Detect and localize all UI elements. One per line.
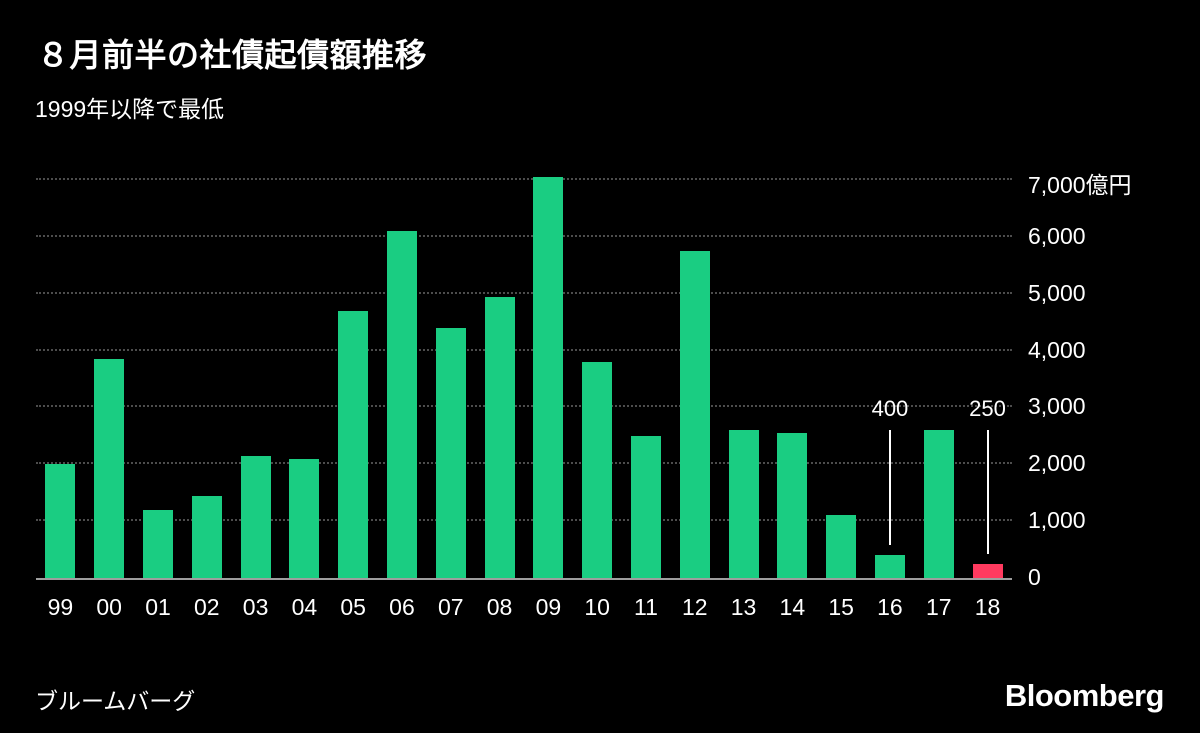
bar — [94, 359, 125, 578]
bar — [630, 435, 661, 578]
y-tick-label: 2,000 — [1028, 450, 1086, 477]
bar — [386, 231, 417, 578]
bar — [533, 177, 564, 578]
bar — [484, 296, 515, 578]
y-tick-label: 1,000 — [1028, 507, 1086, 534]
x-tick-label: 16 — [877, 594, 903, 620]
x-tick-label: 17 — [925, 594, 952, 620]
y-tick-label: 5,000 — [1028, 279, 1086, 306]
x-tick-label: 01 — [145, 594, 171, 620]
bar-slot — [182, 180, 231, 578]
x-tick-label: 03 — [242, 594, 269, 620]
bar — [240, 455, 271, 578]
bar — [289, 458, 320, 578]
bar — [874, 555, 905, 578]
bar-slot — [280, 180, 329, 578]
bar-slot — [134, 180, 183, 578]
y-axis-labels: 7,000億円 6,000 5,000 4,000 3,000 2,000 1,000 0 — [1028, 172, 1198, 590]
chart-title: ８月前半の社債起債額推移 — [37, 37, 428, 73]
x-tick-label: 02 — [193, 594, 220, 620]
bar-slot — [231, 180, 280, 578]
bar-slot — [475, 180, 524, 578]
x-tick-label: 12 — [681, 594, 708, 620]
bar-slot — [768, 180, 817, 578]
bar-slot — [329, 180, 378, 578]
bar-series: 400 250 — [36, 177, 1012, 578]
y-tick-label: 6,000 — [1028, 222, 1086, 249]
y-tick-label: 0 — [1028, 564, 1041, 590]
bar-slot — [573, 180, 622, 578]
bar — [191, 495, 222, 578]
gridline — [36, 178, 1012, 180]
x-tick-label: 14 — [779, 594, 806, 620]
x-tick-label: 07 — [437, 594, 464, 620]
bar-slot — [622, 180, 671, 578]
bar-slot — [85, 180, 134, 578]
x-tick-label: 00 — [96, 594, 122, 620]
bar — [582, 361, 613, 578]
x-tick-label: 99 — [47, 594, 74, 620]
bar-slot: 250 — [963, 180, 1012, 578]
gridline — [36, 462, 1012, 465]
x-tick-label: 05 — [340, 594, 366, 620]
bar — [435, 327, 466, 578]
gridline — [36, 348, 1012, 351]
y-tick-label: 3,000 — [1028, 393, 1086, 420]
gridline — [36, 291, 1012, 294]
annotation-line — [986, 430, 989, 554]
bar — [777, 433, 808, 578]
bar — [728, 430, 759, 578]
bar-highlighted — [972, 563, 1003, 578]
x-tick-label: 06 — [389, 594, 415, 620]
chart-subtitle: 1999年以降で最低 — [35, 96, 225, 122]
x-tick-label: 04 — [291, 594, 318, 620]
annotation-line — [888, 430, 891, 546]
x-tick-label: 15 — [828, 594, 854, 620]
bar-slot — [36, 180, 85, 578]
bar-slot — [426, 180, 475, 578]
bar-slot — [524, 177, 573, 578]
bar-slot — [378, 180, 427, 578]
bar — [45, 464, 76, 578]
gridline — [36, 519, 1012, 522]
x-tick-label: 08 — [486, 594, 513, 620]
bar-slot — [670, 180, 719, 578]
y-tick-label: 4,000 — [1028, 336, 1086, 363]
annotation-label: 250 — [969, 396, 1006, 421]
bar-slot — [817, 180, 866, 578]
bar — [923, 430, 954, 578]
x-tick-label: 18 — [974, 594, 1001, 620]
bloomberg-logo: Bloomberg — [1004, 678, 1165, 713]
bar-slot: 400 — [866, 180, 915, 578]
bar-slot — [719, 180, 768, 578]
x-tick-label: 13 — [730, 594, 757, 620]
bar — [679, 251, 710, 578]
gridline — [36, 234, 1012, 237]
bar — [826, 515, 857, 578]
x-axis-labels: 99 00 01 02 03 04 05 06 07 08 09 10 11 12 13 14 15 16 17 18 — [36, 594, 1012, 621]
y-tick-label: 7,000億円 — [1028, 172, 1132, 198]
x-tick-label: 11 — [634, 594, 658, 620]
annotation-label: 400 — [871, 396, 909, 421]
bar — [338, 310, 369, 578]
source-credit: ブルームバーグ — [35, 688, 196, 714]
plot-area: 400 250 — [36, 177, 1012, 580]
bar — [142, 509, 173, 578]
x-tick-label: 09 — [535, 594, 562, 620]
gridline — [36, 405, 1012, 408]
bar-slot — [914, 180, 963, 578]
x-tick-label: 10 — [584, 594, 610, 620]
